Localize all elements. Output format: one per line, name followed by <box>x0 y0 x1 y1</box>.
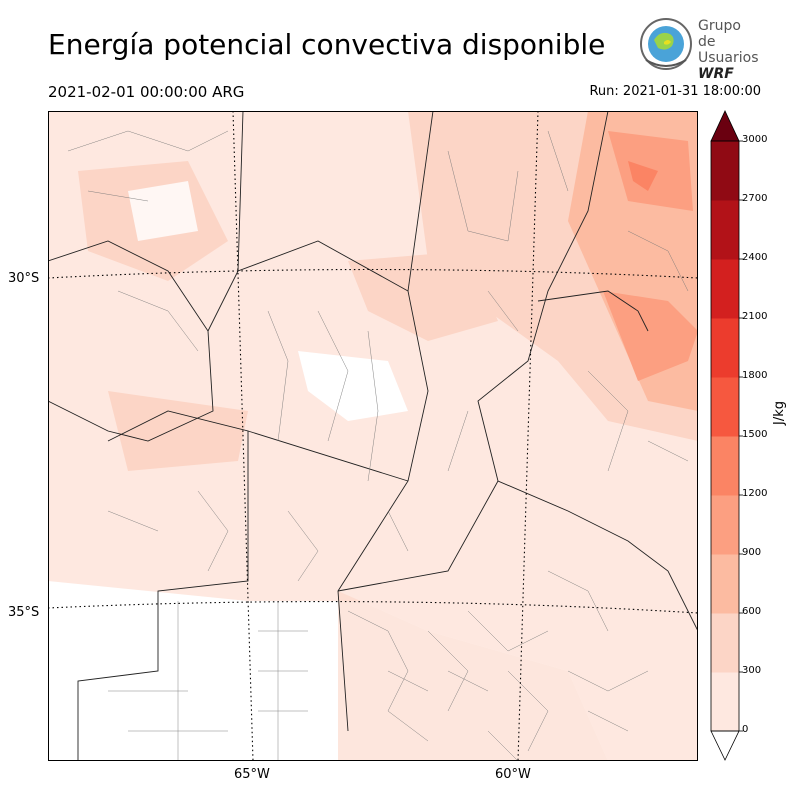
colorbar-unit: J/kg <box>772 401 787 425</box>
globe-icon <box>640 18 692 70</box>
logo-text: Grupo de Usuarios WRF <box>698 18 759 82</box>
colorbar-tick-label: 1500 <box>742 429 768 440</box>
colorbar-segment <box>711 259 739 319</box>
department-boundaries <box>67 130 689 761</box>
colorbar-tick-label: 2400 <box>742 252 768 263</box>
colorbar-segment <box>711 436 739 496</box>
colorbar-segment <box>711 318 739 378</box>
logo-line-2: Usuarios <box>698 50 759 66</box>
province-boundaries <box>48 111 698 761</box>
map-title: Energía potencial convectiva disponible <box>48 28 606 61</box>
colorbar-segment <box>711 377 739 437</box>
map-frame <box>48 111 698 761</box>
colorbar-min-arrow <box>710 730 740 761</box>
wrf-logo: Grupo de Usuarios WRF <box>638 16 759 82</box>
colorbar-tick-label: 3000 <box>742 134 768 145</box>
colorbar-tick-label: 900 <box>742 547 762 558</box>
colorbar-segment <box>711 495 739 555</box>
logo-line-1: Grupo de <box>698 18 741 50</box>
colorbar-tick-label: 2700 <box>742 193 768 204</box>
colorbar-segment <box>711 613 739 673</box>
colorbar-tick-label: 0 <box>742 724 749 735</box>
lat-label-30s: 30°S <box>8 271 40 286</box>
colorbar <box>710 110 743 761</box>
lon-label-65w: 65°W <box>234 767 270 782</box>
colorbar-tick-label: 600 <box>742 606 762 617</box>
cape-map <box>48 111 698 761</box>
cape-field <box>48 111 698 761</box>
colorbar-segment <box>711 672 739 732</box>
valid-time: 2021-02-01 00:00:00 ARG <box>48 83 245 101</box>
colorbar-max-arrow <box>710 110 740 142</box>
colorbar-tick-label: 300 <box>742 665 762 676</box>
colorbar-segment <box>711 554 739 614</box>
colorbar-segment <box>711 141 739 201</box>
logo-line-3: WRF <box>698 66 734 82</box>
colorbar-tick-label: 1800 <box>742 370 768 381</box>
colorbar-tick-label: 2100 <box>742 311 768 322</box>
graticule <box>48 111 698 761</box>
colorbar-tick-label: 1200 <box>742 488 768 499</box>
run-time: Run: 2021-01-31 18:00:00 <box>589 84 761 99</box>
lat-label-35s: 35°S <box>8 605 40 620</box>
colorbar-segment <box>711 200 739 260</box>
lon-label-60w: 60°W <box>495 767 531 782</box>
